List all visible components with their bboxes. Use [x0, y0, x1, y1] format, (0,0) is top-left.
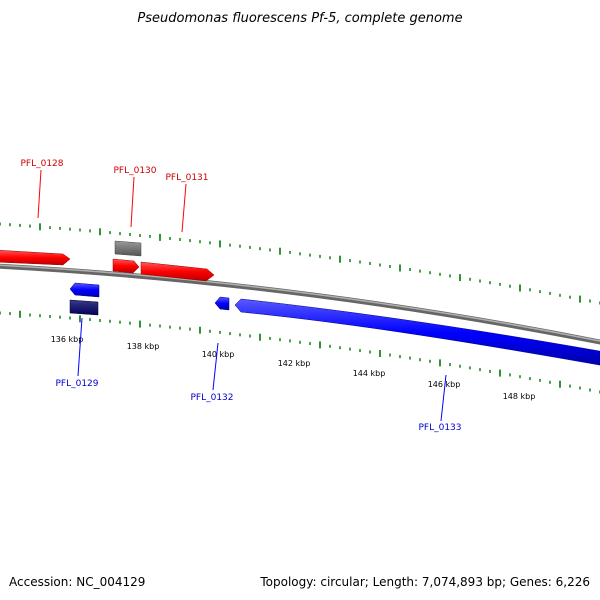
gene-feature-pfl-0131[interactable] — [140, 261, 215, 282]
scale-label-142kbp: 142 kbp — [278, 359, 311, 368]
gene-feature-pfl-0128[interactable] — [0, 250, 71, 266]
accession-text: Accession: NC_004129 — [9, 575, 145, 589]
scale-label-144kbp: 144 kbp — [353, 369, 386, 378]
gene-label-pfl-0131[interactable]: PFL_0131 — [165, 173, 208, 183]
gene-feature-pfl-0133[interactable] — [234, 298, 600, 366]
gene-label-pfl-0130[interactable]: PFL_0130 — [113, 166, 156, 176]
gene-feature-pfl-0129[interactable] — [69, 282, 100, 298]
label-line-pfl-0132 — [212, 342, 219, 391]
dark-feature-block[interactable] — [69, 299, 99, 316]
label-line-pfl-0130 — [130, 176, 135, 228]
gene-label-pfl-0132[interactable]: PFL_0132 — [190, 393, 233, 403]
genome-summary-text: Topology: circular; Length: 7,074,893 bp… — [259, 575, 590, 589]
reverse-tick-track — [0, 310, 600, 394]
scale-label-136kbp: 136 kbp — [51, 335, 84, 344]
gene-feature-pfl-0130[interactable] — [112, 258, 140, 274]
label-line-pfl-0128 — [37, 169, 42, 219]
gray-feature-block[interactable] — [114, 240, 142, 257]
gene-feature-pfl-0132-small[interactable] — [214, 296, 230, 311]
genome-backbone — [0, 263, 600, 345]
scale-label-148kbp: 148 kbp — [503, 392, 536, 401]
scale-label-138kbp: 138 kbp — [127, 342, 160, 351]
label-line-pfl-0133 — [440, 374, 447, 422]
genome-backbone-highlight — [0, 264, 600, 342]
scale-label-146kbp: 146 kbp — [428, 380, 461, 389]
forward-tick-track — [0, 222, 600, 305]
label-line-pfl-0131 — [181, 183, 187, 233]
label-line-pfl-0129 — [77, 317, 83, 377]
gene-label-pfl-0129[interactable]: PFL_0129 — [55, 379, 98, 389]
gene-label-pfl-0133[interactable]: PFL_0133 — [418, 423, 461, 433]
gene-label-pfl-0128[interactable]: PFL_0128 — [20, 159, 63, 169]
map-title: Pseudomonas fluorescens Pf-5, complete g… — [137, 11, 462, 26]
scale-label-140kbp: 140 kbp — [202, 350, 235, 359]
